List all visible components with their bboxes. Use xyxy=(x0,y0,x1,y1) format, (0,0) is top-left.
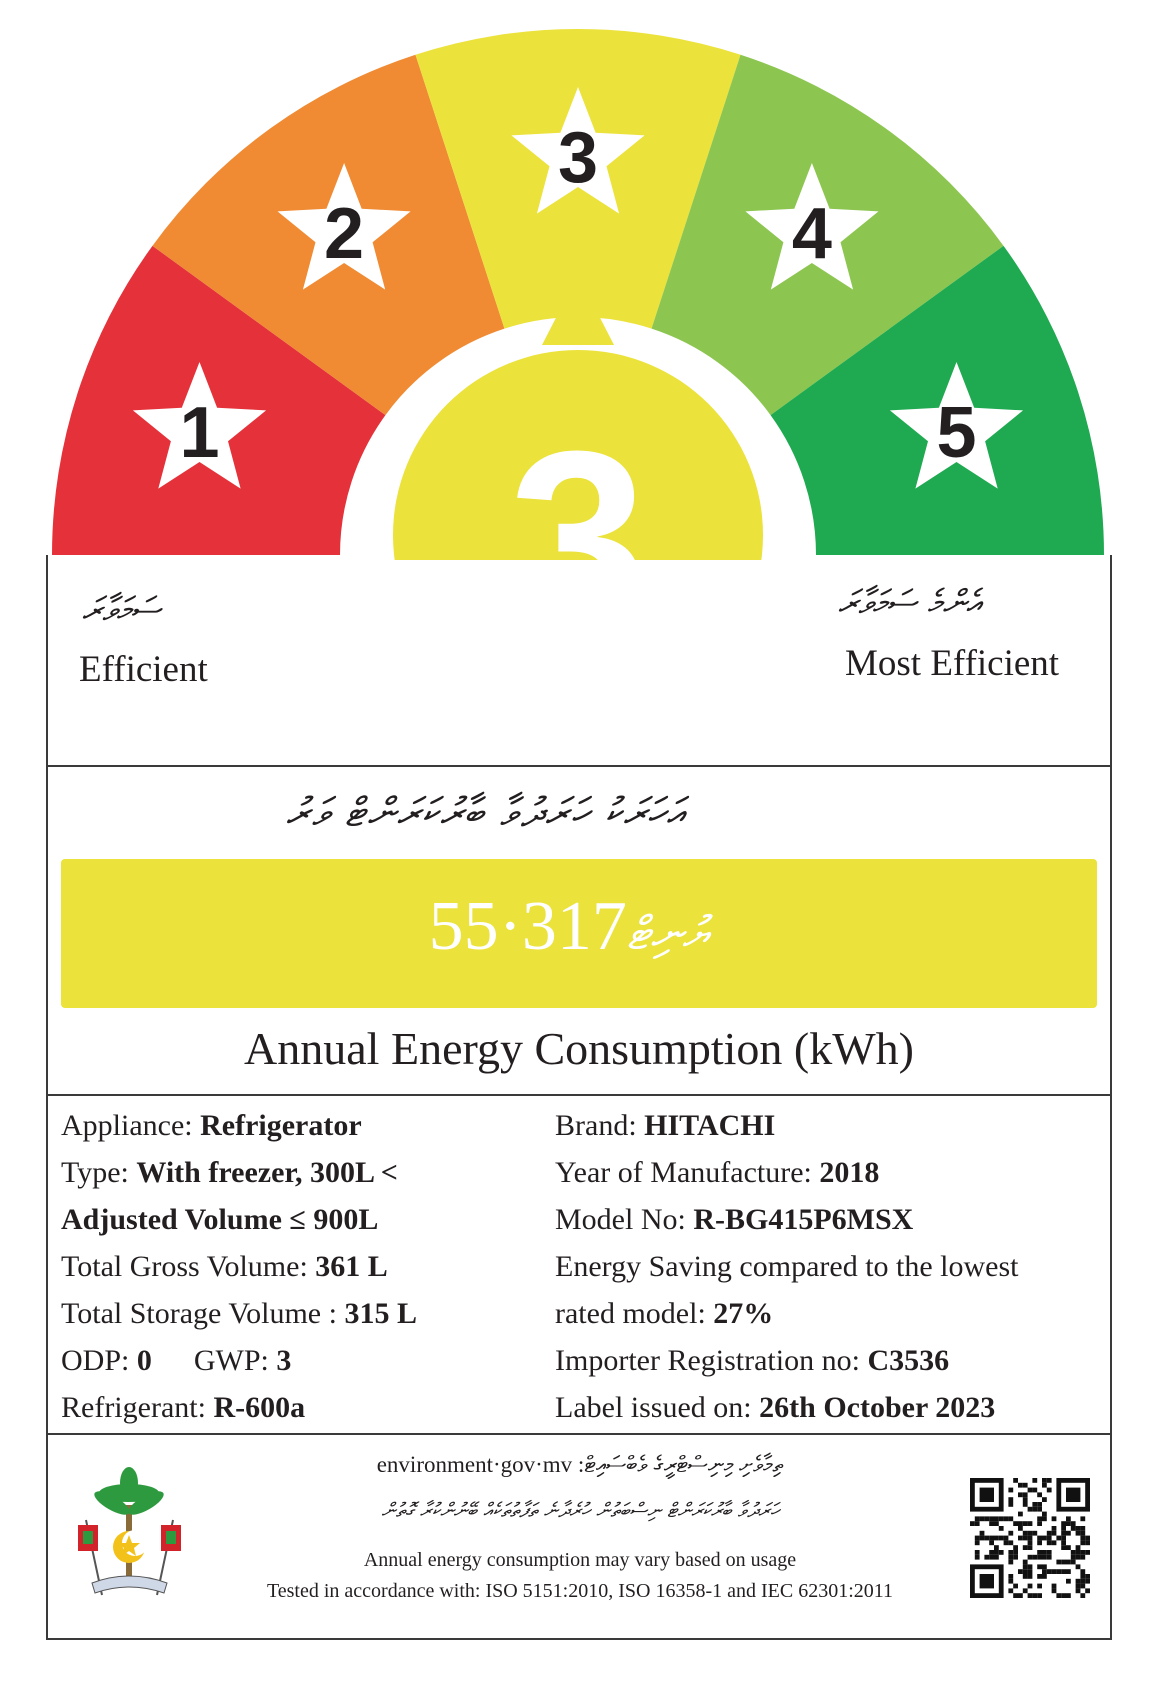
efficient-dhivehi: ސަމަވާރަ xyxy=(82,590,161,630)
qr-code-icon xyxy=(970,1478,1090,1598)
star-number-1: 1 xyxy=(179,393,219,473)
spec-adjusted-volume: Adjusted Volume ≤ 900L xyxy=(61,1203,379,1236)
rating-segment-1 xyxy=(52,245,386,555)
maldives-emblem-icon xyxy=(78,1467,181,1596)
spec-energy-saving: Energy Saving compared to the lowest xyxy=(555,1250,1019,1283)
rating-segment-5 xyxy=(770,245,1104,555)
spec-model: Model No: R-BG415P6MSX xyxy=(555,1203,914,1236)
most-efficient-dhivehi: އެންމެ ސަމަވާރަ xyxy=(838,583,981,623)
footer-dhivehi-note: ހަރަދުވާ ބާރުކަރަންޓް ނިސްބަތުން ހުރެދާނ… xyxy=(381,1498,779,1522)
label-frame xyxy=(46,555,1112,1640)
energy-value-bar: ޔުނިޓް317·55 xyxy=(61,859,1097,1008)
star-number-2: 2 xyxy=(324,194,364,274)
star-icon-5 xyxy=(889,362,1024,489)
spec-brand: Brand: HITACHI xyxy=(555,1109,776,1142)
energy-caption: Annual Energy Consumption (kWh) xyxy=(244,1023,914,1074)
star-number-5: 5 xyxy=(936,393,976,473)
spec-type: Type: With freezer, 300L < xyxy=(61,1156,398,1189)
spec-appliance: Appliance: Refrigerator xyxy=(61,1109,362,1142)
energy-value: ޔުނިޓް317·55 xyxy=(61,887,1097,967)
divider xyxy=(46,1433,1112,1435)
spec-issued: Label issued on: 26th October 2023 xyxy=(555,1391,996,1424)
star-icon-3 xyxy=(511,87,645,214)
energy-heading-dhivehi: އަހަރަކު ހަރަދުވާ ބާރުކަރަންޓް ވަރު xyxy=(286,790,685,836)
efficient-label: Efficient xyxy=(79,649,208,690)
footer-website: environment·gov·mv :ތިމާވެށި މިނިސްޓްރީގ… xyxy=(376,1452,784,1477)
spec-storage-volume: Total Storage Volume : 315 L xyxy=(61,1297,417,1330)
most-efficient-label: Most Efficient xyxy=(845,643,1060,684)
star-number-4: 4 xyxy=(792,194,832,274)
divider xyxy=(46,1094,1112,1096)
rating-number: 3 xyxy=(508,399,647,560)
spec-year: Year of Manufacture: 2018 xyxy=(555,1156,880,1189)
star-icon-2 xyxy=(277,163,411,290)
divider xyxy=(46,765,1112,767)
spec-importer: Importer Registration no: C3536 xyxy=(555,1344,950,1377)
spec-gross-volume: Total Gross Volume: 361 L xyxy=(61,1250,388,1283)
spec-odp-gwp: ODP: 0 GWP: 3 xyxy=(61,1344,292,1377)
footer-usage-note: Annual energy consumption may vary based… xyxy=(363,1549,797,1571)
star-icon-1 xyxy=(132,362,267,489)
unit-dhivehi: ޔުނިޓް xyxy=(626,906,708,960)
spec-energy-saving-value: rated model: 27% xyxy=(555,1297,774,1330)
star-rating-gauge: 1 2 3 4 5 3 xyxy=(52,29,1104,560)
energy-number: 317·55 xyxy=(428,888,627,965)
star-number-3: 3 xyxy=(558,118,598,198)
star-icon-4 xyxy=(745,163,879,290)
rating-pointer-icon xyxy=(542,275,614,345)
spec-refrigerant: Refrigerant: R-600a xyxy=(61,1391,306,1424)
footer-standards: Tested in accordance with: ISO 5151:2010… xyxy=(266,1580,894,1602)
rating-circle xyxy=(393,350,763,560)
